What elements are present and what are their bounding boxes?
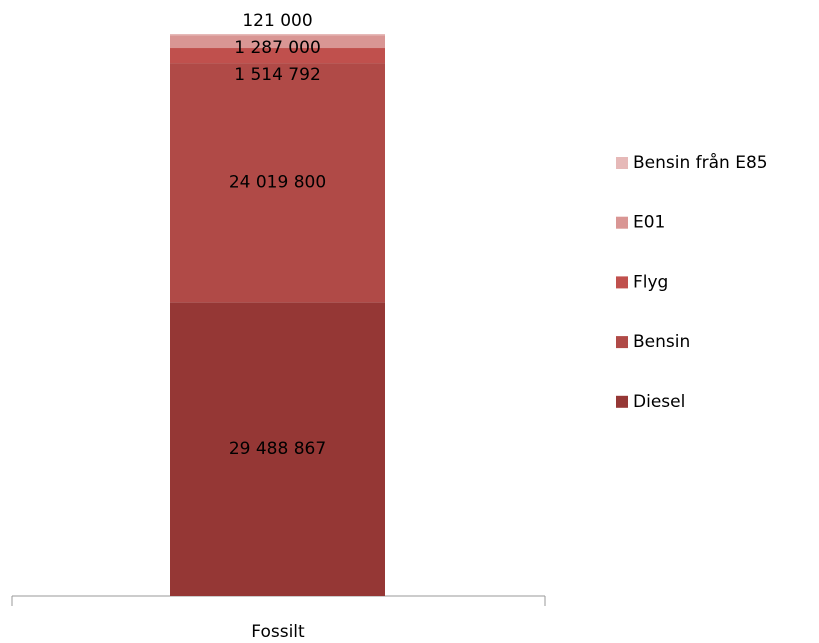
legend-label: E01 [633,213,665,233]
legend-swatch [616,395,628,408]
legend-label: Diesel [633,392,685,412]
bar-segment [170,35,385,49]
legend-swatch [616,336,628,349]
legend-swatch [616,157,628,169]
data-label: 24 019 800 [229,173,326,193]
legend-label: Bensin [633,332,690,352]
bar-segment [170,63,385,303]
bar-segment [170,48,385,64]
bar-segment [170,302,385,596]
data-label: 1 514 792 [234,65,321,85]
data-label: 29 488 867 [229,439,326,459]
data-label: 1 287 000 [234,38,321,58]
legend-label: Bensin från E85 [633,152,768,173]
legend-swatch [616,216,628,229]
bar-segment [170,34,385,36]
data-label: 121 000 [242,11,312,31]
legend-swatch [616,276,628,289]
x-tick-label: Fossilt [251,622,305,642]
legend-label: Flyg [633,272,668,292]
